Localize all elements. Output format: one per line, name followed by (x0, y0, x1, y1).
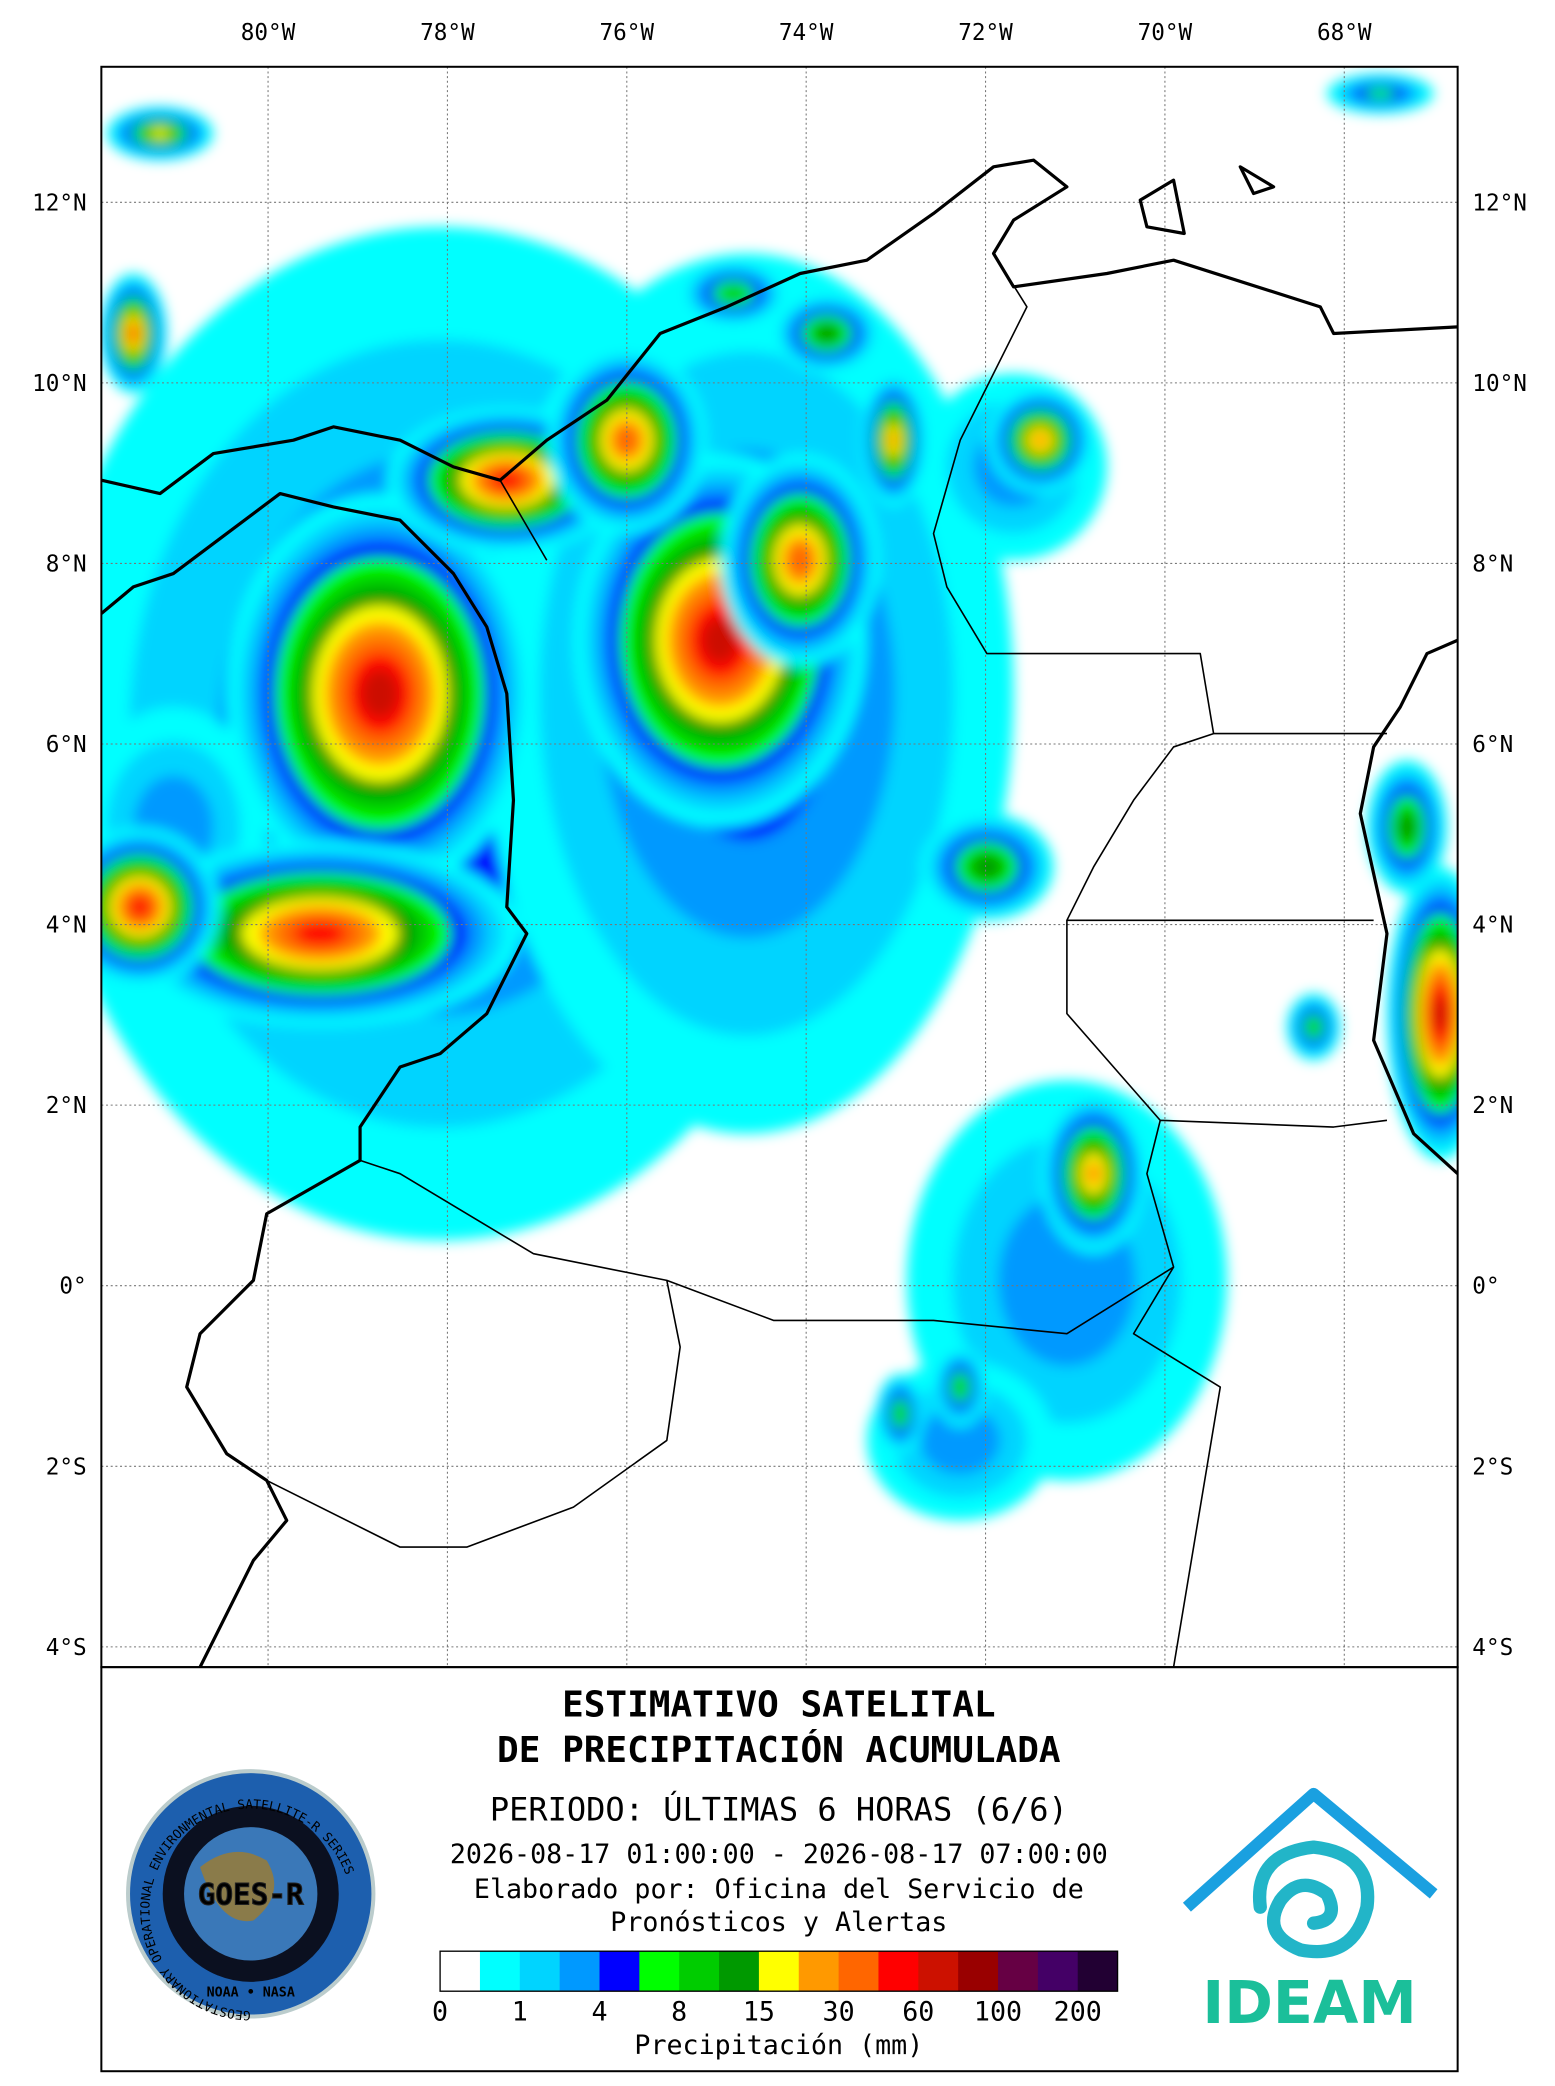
ideam-text: IDEAM (1202, 1969, 1416, 2037)
rain-area (129, 896, 151, 918)
colorbar-cell (719, 1951, 760, 1992)
colorbar-cell (758, 1951, 800, 1992)
rain-area (1085, 1161, 1102, 1187)
country-border (266, 253, 1388, 1668)
lon-label: 80°W (241, 20, 296, 46)
colorbar-cell (958, 1951, 999, 1992)
rain-area (721, 285, 746, 302)
colorbar-cell (1077, 1951, 1118, 1992)
lon-label: 76°W (600, 20, 655, 46)
colorbar-tick: 15 (743, 1997, 775, 2028)
rain-area (788, 544, 812, 576)
colorbar-cell (639, 1951, 680, 1992)
rain-area (1031, 431, 1049, 449)
colorbar-cell (479, 1951, 521, 1992)
colorbar-tick: 0 (432, 1997, 448, 2028)
colorbar-tick: 8 (671, 1997, 687, 2028)
credit: Elaborado por: Oficina del Servicio de (474, 1874, 1084, 1905)
rain-area (816, 325, 838, 342)
rain-area (888, 429, 899, 451)
colorbar-cell (798, 1951, 840, 1992)
dates: 2026-08-17 01:00:00 - 2026-08-17 07:00:0… (450, 1839, 1108, 1870)
title: ESTIMATIVO SATELITAL (562, 1684, 995, 1725)
colorbar-cell (918, 1951, 959, 1992)
colorbar-cell (679, 1951, 720, 1992)
precipitation-field (101, 73, 1458, 1521)
colorbar-cell (998, 1951, 1039, 1992)
lat-label: 4°N (46, 913, 87, 939)
colorbar-cell (519, 1951, 561, 1992)
lat-label: 4°N (1472, 913, 1513, 939)
colorbar-cell (1037, 1951, 1079, 1992)
lat-label: 2°S (46, 1454, 87, 1480)
agencies: NOAA • NASA (207, 1986, 295, 2001)
coastline (1138, 165, 1458, 1175)
lat-label: 4°S (1472, 1635, 1513, 1661)
colorbar-tick: 100 (974, 1997, 1022, 2028)
period: PERIODO: ÚLTIMAS 6 HORAS (6/6) (490, 1789, 1068, 1828)
goes-logo: GOES-R GEOSTATIONARY OPERATIONAL ENVIRON… (126, 1769, 376, 2023)
rain-area (1365, 88, 1395, 99)
lat-label: 0° (1472, 1274, 1499, 1300)
rain-area (954, 1377, 967, 1397)
legend-frame (100, 1666, 1459, 2073)
rain-area (293, 921, 347, 946)
lat-label: 6°N (1472, 732, 1513, 758)
rain-area (1433, 996, 1447, 1032)
lat-label: 2°N (1472, 1093, 1513, 1119)
lon-label: 74°W (779, 20, 834, 46)
coastline (101, 158, 1458, 496)
lat-label: 6°N (46, 732, 87, 758)
rain-area (491, 470, 523, 490)
colorbar-tick: 30 (823, 1997, 855, 2028)
ideam-logo: IDEAM (1182, 1787, 1438, 2037)
lat-label: 8°N (46, 551, 87, 577)
colorbar-tick: 200 (1054, 1997, 1102, 2028)
colorbar-label: Precipitación (mm) (634, 2030, 923, 2061)
colorbar: 0 1 4 8 15 30 60 100 200 (432, 1950, 1119, 2028)
lat-label: 0° (59, 1274, 86, 1300)
rain-area (361, 669, 399, 718)
colorbar-tick: 4 (591, 1997, 607, 2028)
rain-area (1307, 1019, 1320, 1035)
lon-label: 72°W (958, 20, 1013, 46)
lon-label: 70°W (1138, 20, 1193, 46)
goes-text: GOES-R (198, 1878, 304, 1912)
rain-area (894, 1404, 906, 1423)
rain-area (920, 1406, 1001, 1475)
rain-area (1398, 813, 1415, 841)
colorbar-cell (878, 1951, 919, 1992)
lon-label: 78°W (420, 20, 475, 46)
lat-label: 8°N (1472, 551, 1513, 577)
colorbar-cell (599, 1951, 640, 1992)
colorbar-cell (440, 1951, 481, 1992)
lat-label: 2°S (1472, 1454, 1513, 1480)
lat-label: 10°N (32, 371, 87, 397)
lon-label: 68°W (1317, 20, 1372, 46)
credit: Pronósticos y Alertas (610, 1907, 947, 1938)
colorbar-cell (838, 1951, 879, 1992)
coastline (101, 491, 529, 1668)
lat-label: 12°N (32, 190, 87, 216)
lat-label: 2°N (46, 1093, 87, 1119)
boundaries (101, 158, 1458, 1668)
colorbar-frame (439, 1950, 1119, 1992)
lat-label: 12°N (1472, 190, 1527, 216)
title: DE PRECIPITACIÓN ACUMULADA (497, 1729, 1061, 1771)
colorbar-tick: 60 (902, 1997, 934, 2028)
lat-label: 10°N (1472, 371, 1527, 397)
rain-area (973, 856, 1001, 878)
rain-area (150, 128, 170, 139)
rain-area (128, 324, 139, 343)
colorbar-cell (559, 1951, 600, 1992)
colorbar-tick: 1 (512, 1997, 528, 2028)
lat-label: 4°S (46, 1635, 87, 1661)
rain-area (702, 617, 738, 663)
